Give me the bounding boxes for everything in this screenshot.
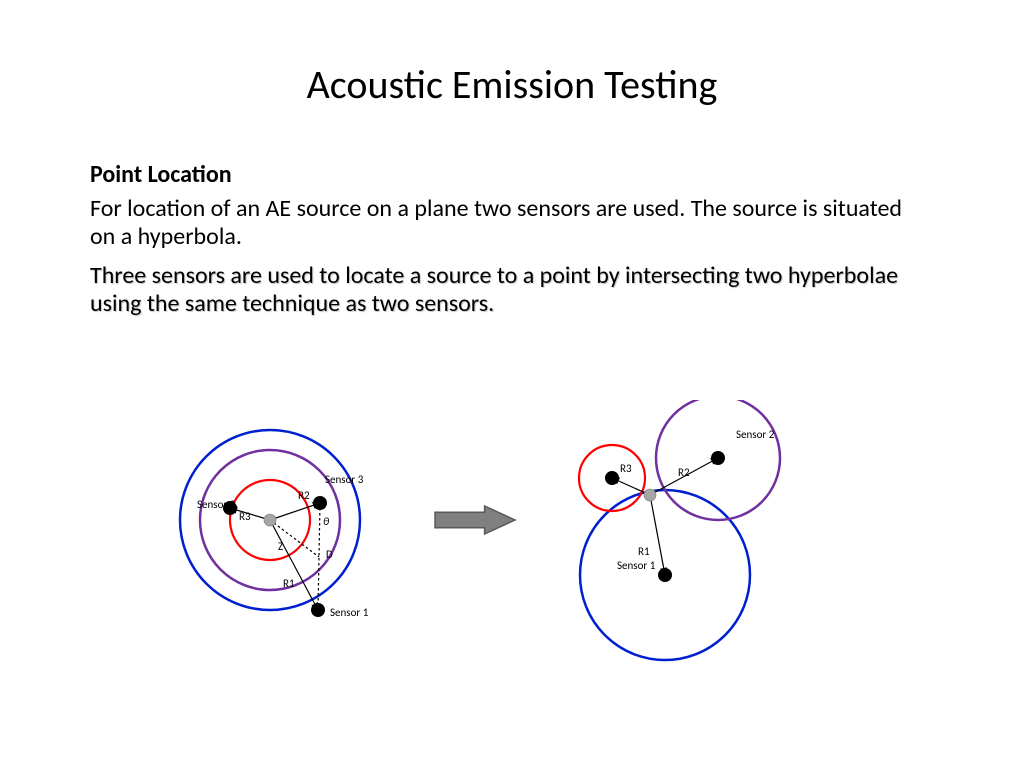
right-annot-0: R1	[638, 545, 650, 558]
left-sensor-label-2: Sensor 1	[330, 606, 369, 619]
left-annot-0: R3	[239, 510, 251, 523]
slide-title: Acoustic Emission Testing	[0, 60, 1024, 109]
right-annot-1: R2	[678, 466, 690, 479]
left-annot-5: θ	[323, 515, 329, 528]
left-line-1	[270, 503, 320, 520]
left-sensor-label-0: Sensor 2	[197, 498, 236, 511]
left-annot-1: R2	[298, 489, 310, 502]
left-source-point	[264, 514, 276, 526]
right-sensor-dot-0	[658, 568, 672, 582]
body-text-1: For location of an AE source on a plane …	[90, 195, 930, 250]
left-sensor-dot-1	[313, 496, 327, 510]
right-sensor-label-1: Sensor 2	[736, 428, 775, 441]
body-text-2: Three sensors are used to locate a sourc…	[90, 262, 930, 317]
right-sensor-label-0: Sensor 1	[617, 559, 656, 572]
left-sensor-dot-2	[311, 603, 325, 617]
transition-arrow-icon	[435, 506, 515, 534]
right-annot-2: R3	[620, 462, 632, 475]
ae-diagram: Sensor 2 Sensor 3 Sensor 1 R3 R2 R1 Z Dθ Sensor …	[120, 400, 920, 720]
right-sensor-dot-1	[711, 451, 725, 465]
left-annot-3: Z	[278, 540, 283, 553]
right-sensor-dot-2	[605, 471, 619, 485]
left-sensor-label-1: Sensor 3	[325, 473, 364, 486]
left-line-2	[270, 520, 318, 610]
right-source-point	[644, 489, 656, 501]
section-subhead: Point Location	[90, 160, 232, 189]
left-annot-2: R1	[283, 577, 295, 590]
left-annot-4: D	[326, 548, 333, 561]
